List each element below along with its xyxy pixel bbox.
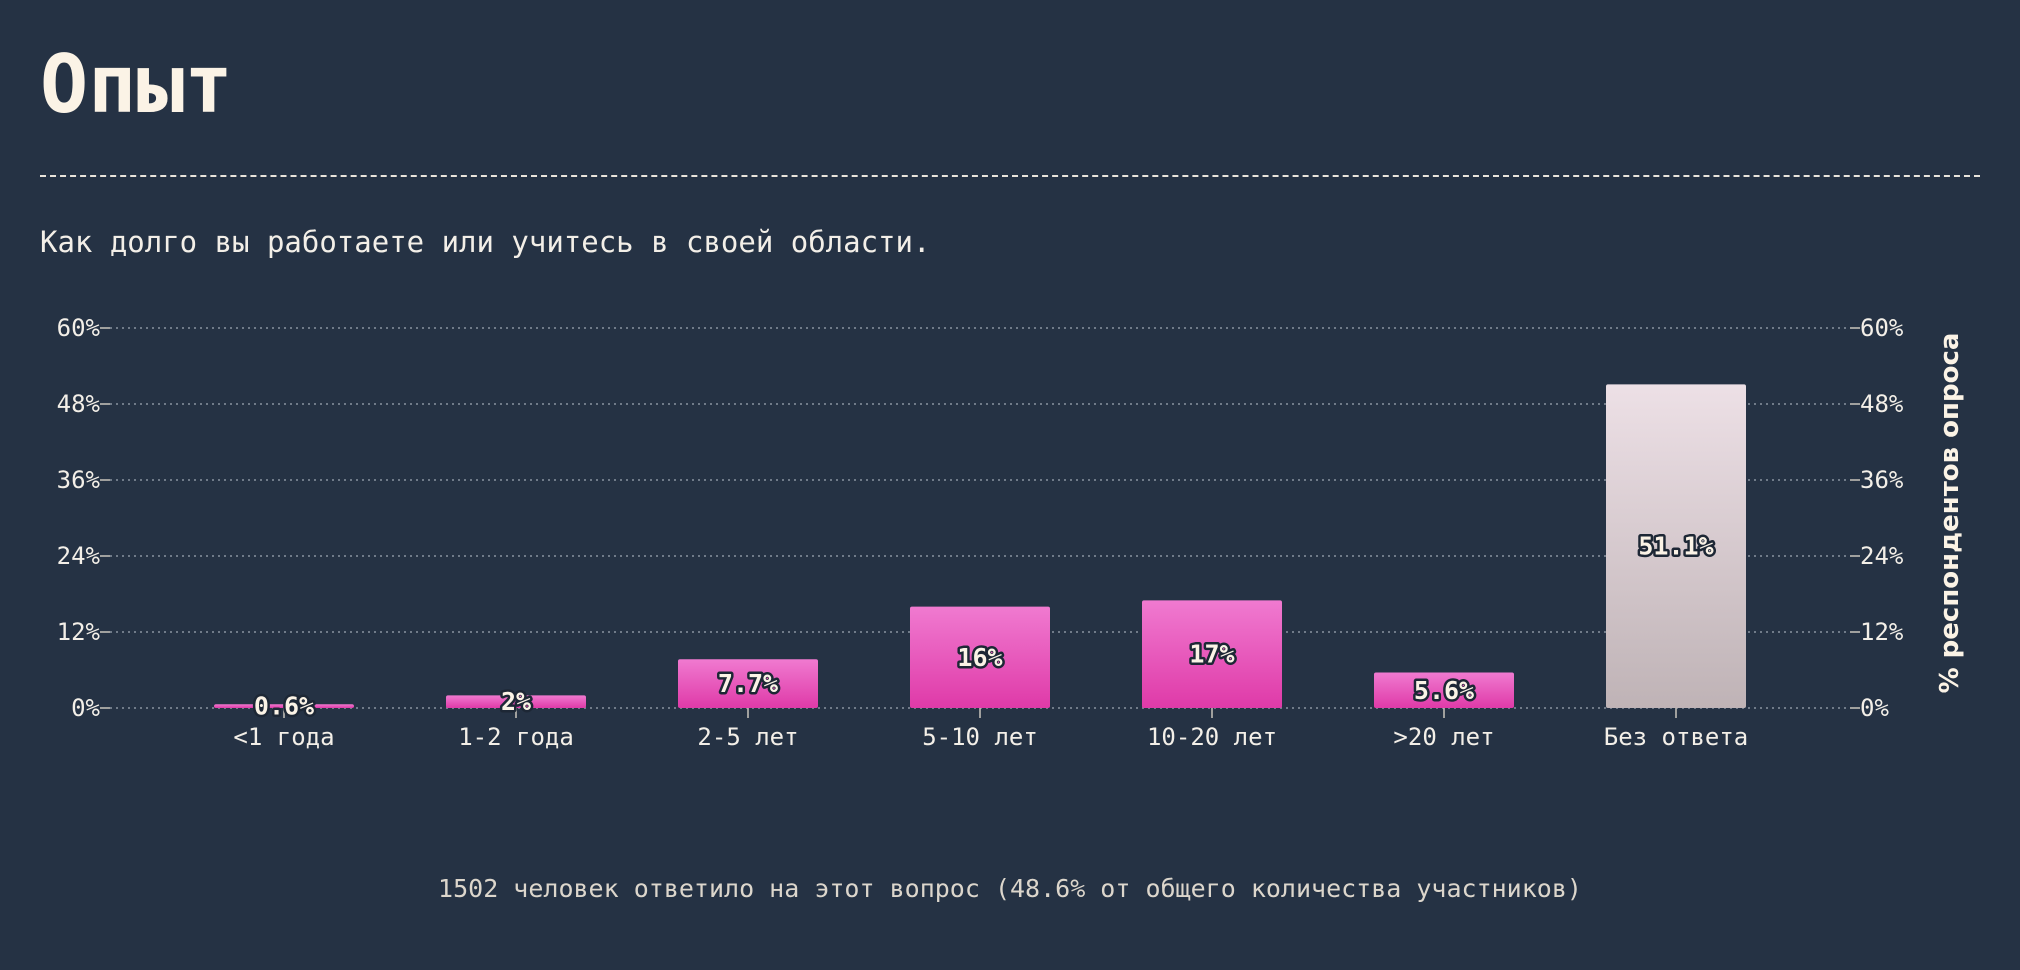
y-tick-label-left: 48%: [57, 390, 101, 418]
x-tick-label: 5-10 лет: [922, 723, 1038, 751]
y-tick-label-left: 0%: [71, 694, 100, 722]
x-tick-label: <1 года: [233, 723, 334, 751]
y-tick-label-right: 24%: [1860, 542, 1904, 570]
bar-2: [446, 695, 586, 708]
data-label: 16%: [957, 643, 1002, 672]
question-text: Как долго вы работаете или учитесь в сво…: [40, 225, 931, 259]
data-label: 0.6%: [254, 692, 314, 721]
y-tick-label-left: 60%: [57, 314, 101, 342]
x-tick-label: >20 лет: [1393, 723, 1494, 751]
y-axis-label: % респондентов опроса: [1935, 333, 1965, 694]
x-tick-label: Без ответа: [1604, 723, 1749, 751]
y-tick-label-right: 12%: [1860, 618, 1904, 646]
x-tick-label: 1-2 года: [458, 723, 574, 751]
data-labels: 0.6% 2% 7.7% 16% 17% 5.6% 51.1%: [251, 529, 1716, 723]
title-divider: [40, 175, 1980, 177]
data-label: 17%: [1189, 640, 1234, 669]
y-tick-label-right: 60%: [1860, 314, 1904, 342]
y-tick-label-left: 36%: [57, 466, 101, 494]
page-title: Опыт: [40, 38, 233, 131]
bar-5: [1142, 600, 1282, 708]
y-tick-label-right: 0%: [1860, 694, 1889, 722]
bar-7: [1606, 384, 1746, 708]
y-tick-label-left: 12%: [57, 618, 101, 646]
bar-6: [1374, 672, 1514, 708]
bar-1: [214, 704, 354, 708]
data-label: 5.6%: [1414, 676, 1474, 705]
bars: [214, 384, 1746, 708]
y-tick-label-left: 24%: [57, 542, 101, 570]
axis-ticks: 0% 0% 12% 12% 24% 24% 36% 36% 48% 48% 60% 60% <1 год…: [57, 314, 1904, 751]
bar-3: [678, 659, 818, 708]
data-label: 51.1%: [1638, 532, 1713, 561]
data-label: 7.7%: [718, 669, 778, 698]
x-tick-label: 10-20 лет: [1147, 723, 1277, 751]
bar-4: [910, 606, 1050, 708]
response-count-note: 1502 человек ответило на этот вопрос (48…: [438, 874, 1582, 903]
y-tick-label-right: 36%: [1860, 466, 1904, 494]
y-tick-label-right: 48%: [1860, 390, 1904, 418]
experience-bar-chart: 0% 0% 12% 12% 24% 24% 36% 36% 48% 48% 60% 60% <1 год…: [57, 314, 1965, 751]
data-label: 2%: [501, 687, 531, 716]
x-tick-label: 2-5 лет: [697, 723, 798, 751]
